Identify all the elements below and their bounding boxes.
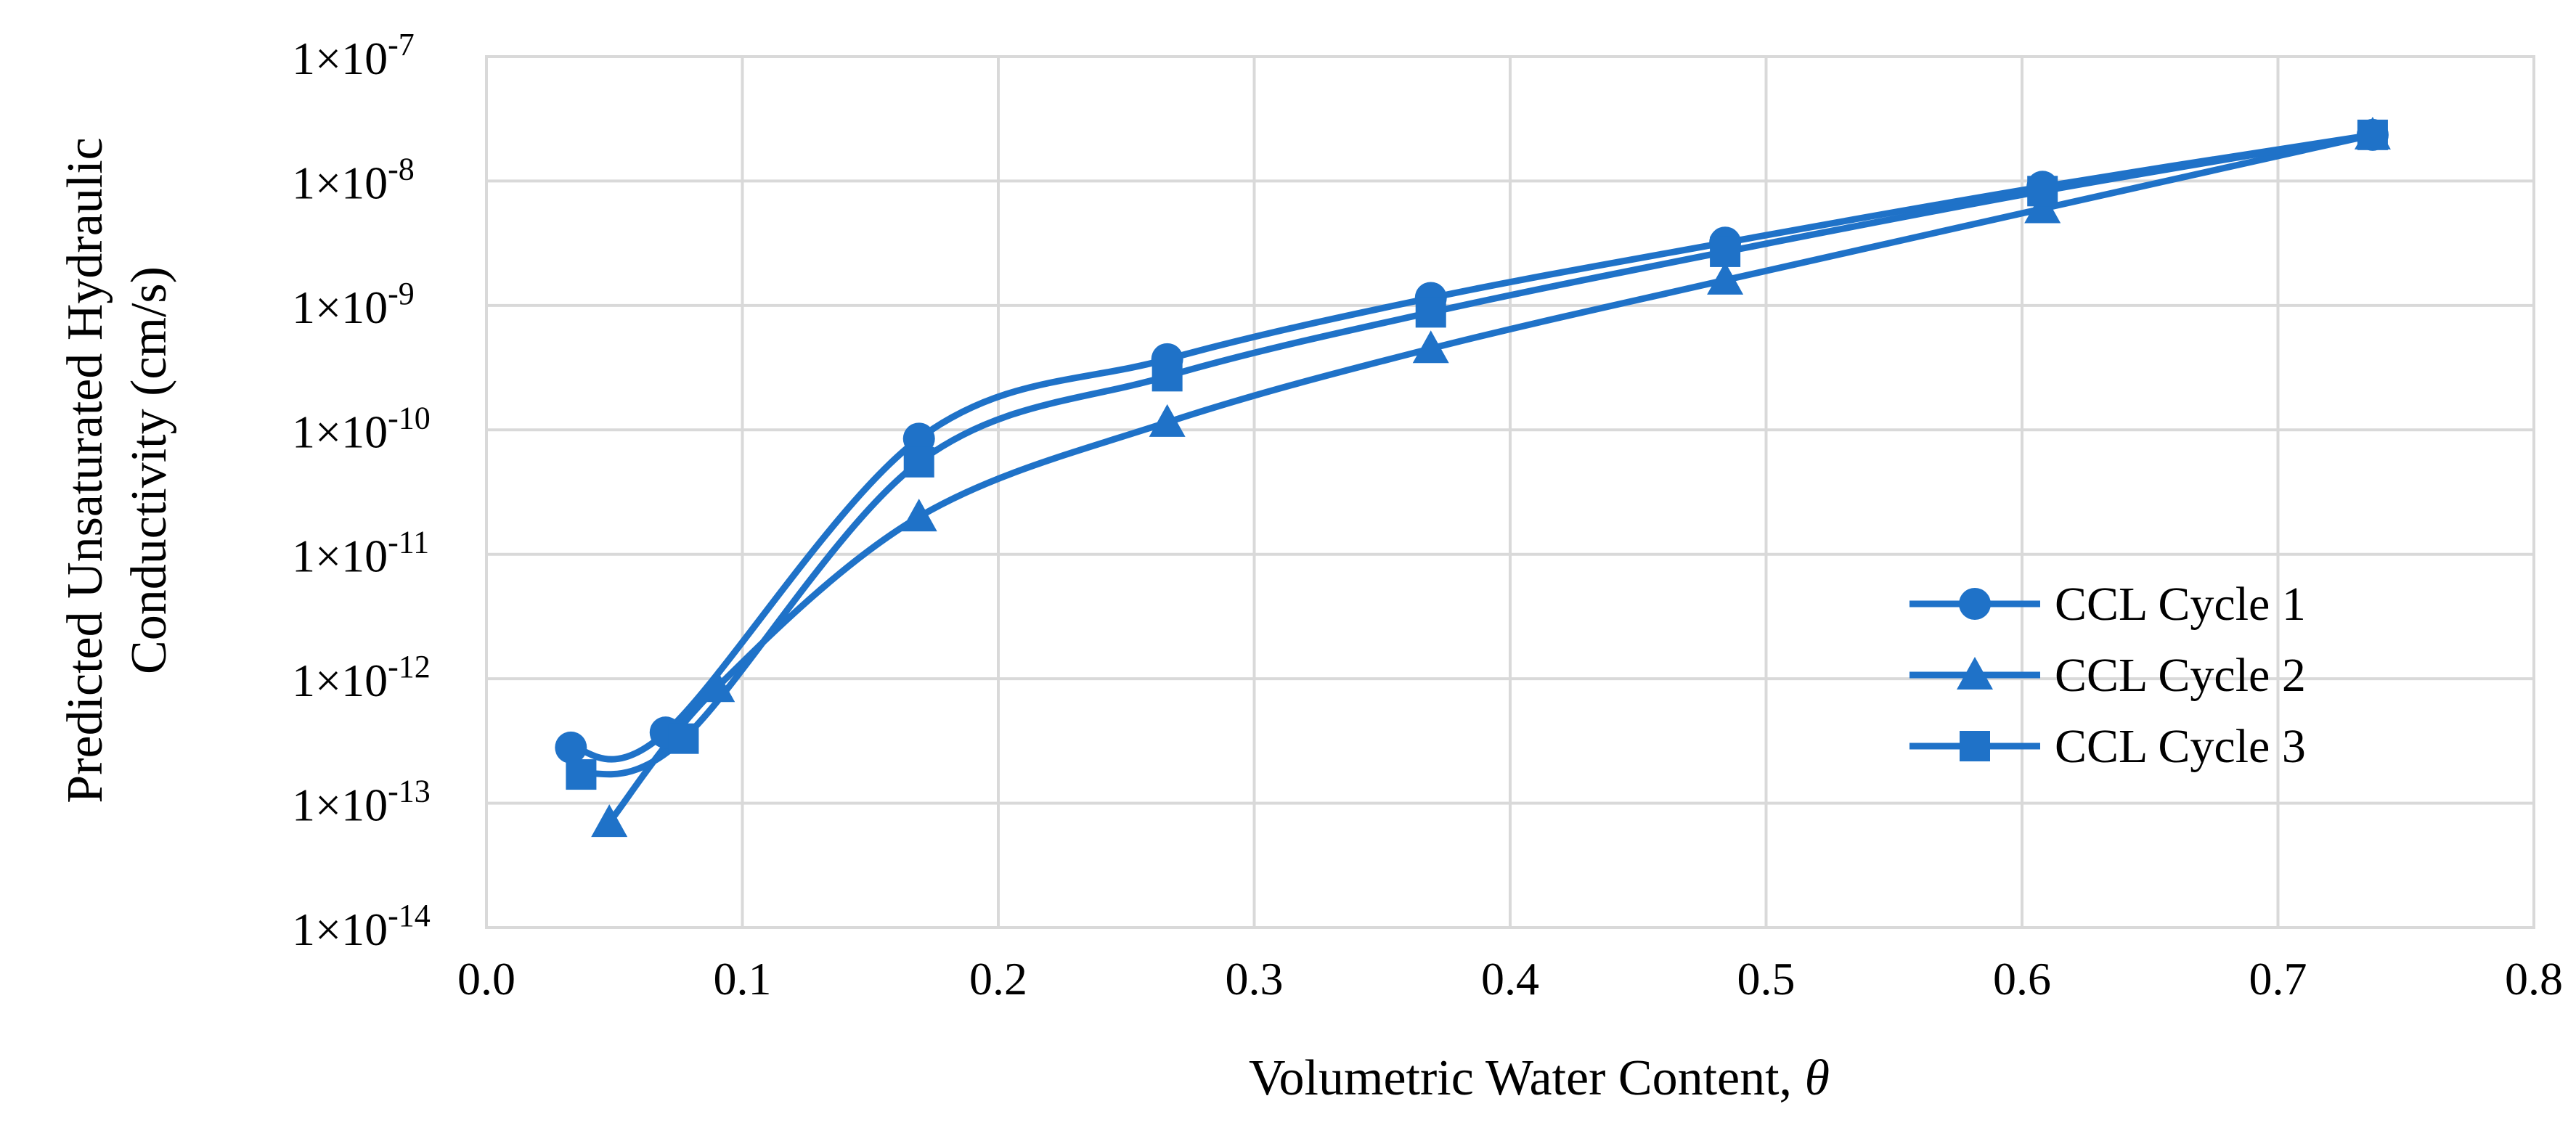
data-point-circle	[902, 422, 935, 455]
x-tick-label: 0.7	[2249, 953, 2307, 1005]
legend-marker-circle	[1959, 588, 1991, 620]
y-tick-label: 1×10-8	[292, 151, 415, 208]
series-lines	[567, 131, 2376, 826]
data-point-square	[668, 723, 699, 754]
x-tick-labels: 0.0 0.1 0.2 0.3 0.4 0.5 0.6 0.7 0.8	[457, 953, 2563, 1005]
data-point-triangle	[1149, 404, 1186, 437]
data-point-triangle	[698, 669, 735, 703]
y-tick-label: 1×10-13	[292, 774, 431, 831]
legend-label: CCL Cycle 3	[2055, 720, 2306, 773]
x-axis-title-text: Volumetric Water Content,	[1249, 1050, 1805, 1106]
x-tick-label: 0.0	[457, 953, 515, 1005]
plot-area-frame	[485, 55, 2535, 929]
data-point-square	[1710, 236, 1741, 267]
legend-label: CCL Cycle 1	[2055, 578, 2306, 631]
x-tick-label: 0.3	[1226, 953, 1284, 1005]
y-axis-title: Predicted Unsaturated Hydraulic Conductiv…	[57, 137, 177, 803]
legend-marker-triangle	[1957, 657, 1993, 690]
x-tick-label: 0.4	[1481, 953, 1539, 1005]
data-point-triangle	[591, 804, 628, 838]
x-tick-label: 0.2	[969, 953, 1027, 1005]
y-tick-label: 1×10-9	[292, 276, 415, 333]
y-tick-label: 1×10-10	[292, 400, 431, 457]
legend: CCL Cycle 1 CCL Cycle 2 CCL Cycle 3	[1909, 578, 2306, 773]
data-point-triangle	[1412, 330, 1449, 364]
data-point-square	[2357, 119, 2388, 150]
series-markers	[555, 116, 2391, 838]
legend-marker-square	[1960, 731, 1990, 761]
y-tick-label: 1×10-7	[292, 27, 415, 84]
y-tick-label: 1×10-11	[292, 525, 429, 582]
data-point-triangle	[2024, 190, 2061, 224]
y-axis-title-line: Conductivity (cm/s)	[121, 266, 177, 674]
x-axis-title: Volumetric Water Content, θ	[1249, 1050, 1830, 1106]
y-tick-labels: 1×10-7 1×10-8 1×10-9 1×10-10 1×10-11 1×10-12 1…	[292, 27, 431, 955]
x-tick-label: 0.5	[1737, 953, 1796, 1005]
data-point-square	[1152, 361, 1183, 392]
x-tick-label: 0.8	[2505, 953, 2563, 1005]
data-point-square	[2027, 176, 2058, 207]
legend-label: CCL Cycle 2	[2055, 649, 2306, 702]
y-tick-label: 1×10-12	[292, 649, 431, 706]
y-tick-label: 1×10-14	[292, 898, 431, 955]
x-axis-title-symbol: θ	[1805, 1050, 1830, 1106]
x-tick-label: 0.6	[1993, 953, 2051, 1005]
series-line-1	[567, 131, 2376, 763]
data-point-triangle	[900, 499, 937, 532]
data-point-circle	[555, 731, 587, 764]
y-axis-title-line: Predicted Unsaturated Hydraulic	[57, 137, 113, 803]
gridlines	[486, 57, 2534, 928]
data-point-square	[903, 446, 934, 478]
data-point-square	[566, 759, 597, 790]
data-point-square	[1415, 297, 1446, 328]
data-point-triangle	[1707, 261, 1744, 295]
x-tick-label: 0.1	[714, 953, 772, 1005]
